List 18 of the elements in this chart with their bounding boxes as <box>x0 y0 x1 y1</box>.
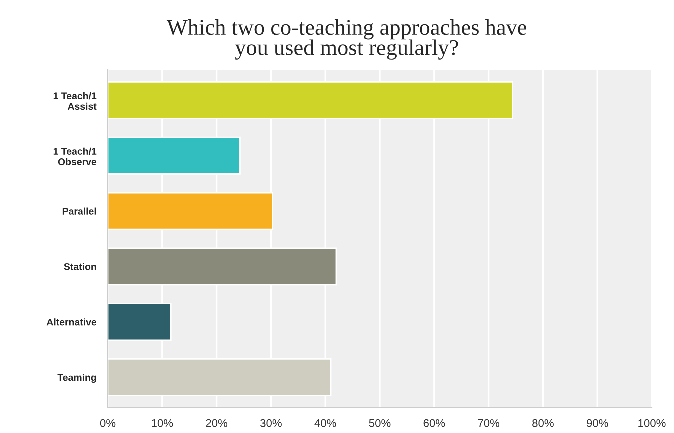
y-tick-label: Parallel <box>62 208 96 215</box>
chart-title: Which two co-teaching approaches have you used most regularly? <box>166 19 526 60</box>
x-tick-label: 90% <box>587 419 608 428</box>
x-tick-label: 100% <box>638 419 666 428</box>
x-tick-label: 50% <box>369 419 391 428</box>
y-tick-label: Alternative <box>46 318 97 326</box>
x-tick-label: 20% <box>206 419 228 428</box>
x-tick-label: 40% <box>314 419 336 428</box>
x-tick-label: 0% <box>100 419 116 428</box>
x-tick-label: 30% <box>260 419 282 428</box>
y-tick-label: 1 Teach/1 Observe <box>54 148 97 166</box>
x-tick-label: 70% <box>478 419 500 428</box>
x-tick-label: 10% <box>152 419 174 428</box>
y-tick-label: Teaming <box>58 374 96 384</box>
x-tick-label: 60% <box>424 419 446 428</box>
y-tick-label: 1 Teach/1 Assist <box>54 92 97 110</box>
y-tick-label: Station <box>64 263 96 270</box>
x-tick-label: 80% <box>532 419 554 428</box>
